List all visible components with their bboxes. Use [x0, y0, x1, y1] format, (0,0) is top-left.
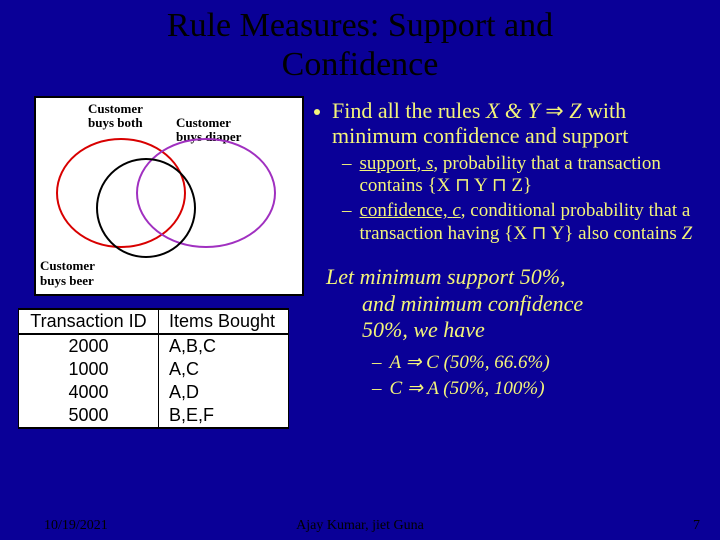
cell-items: B,E,F [159, 404, 289, 428]
table-row: 4000 A,D [19, 381, 289, 404]
cell-items: A,B,C [159, 334, 289, 358]
table-header-row: Transaction ID Items Bought [19, 309, 289, 334]
col-header-tid: Transaction ID [19, 309, 159, 334]
dash-icon: – [372, 376, 382, 402]
table-row: 1000 A,C [19, 358, 289, 381]
sub-bullet-text: confidence, c, conditional probability t… [360, 200, 711, 246]
sub-bullet-list: – support, s, probability that a transac… [342, 153, 710, 246]
footer-date: 10/19/2021 [44, 518, 108, 534]
result-text: C ⇒ A (50%, 100%) [390, 376, 545, 402]
op-icon: ⊓ [455, 175, 470, 196]
txt: Y [470, 175, 492, 196]
txt: Y} also contains [547, 223, 682, 244]
table-row: 2000 A,B,C [19, 334, 289, 358]
txt: Find all the rules [332, 98, 486, 123]
bullet-main: Find all the rules X & Y ⇒ Z with minimu… [312, 98, 710, 149]
sub-bullet-text: support, s, probability that a transacti… [360, 153, 711, 199]
txt-vars: X & Y [486, 98, 540, 123]
cell-tid: 4000 [19, 381, 159, 404]
venn-diagram: Customer buys both Customer buys diaper … [34, 96, 304, 296]
italic-line: 50%, we have [362, 317, 710, 344]
cell-tid: 2000 [19, 334, 159, 358]
dash-icon: – [372, 350, 382, 376]
italic-line: Let minimum support 50%, [326, 264, 710, 291]
venn-label-beer: Customer buys beer [40, 259, 95, 288]
sub-bullet-support: – support, s, probability that a transac… [342, 153, 710, 199]
cell-tid: 5000 [19, 404, 159, 428]
cell-items: A,C [159, 358, 289, 381]
dash-icon: – [342, 153, 352, 199]
footer-page: 7 [693, 518, 700, 534]
transaction-table: Transaction ID Items Bought 2000 A,B,C 1… [18, 308, 289, 429]
result-item: – A ⇒ C (50%, 66.6%) [372, 350, 710, 376]
result-item: – C ⇒ A (50%, 100%) [372, 376, 710, 402]
col-header-items: Items Bought [159, 309, 289, 334]
title-line-1: Rule Measures: Support and [167, 7, 553, 44]
slide-title: Rule Measures: Support and Confidence [0, 0, 720, 84]
result-list: – A ⇒ C (50%, 66.6%) – C ⇒ A (50%, 100%) [372, 350, 710, 401]
bullet-icon [314, 109, 320, 115]
italic-note: Let minimum support 50%, and minimum con… [326, 264, 710, 344]
left-column: Customer buys both Customer buys diaper … [34, 96, 324, 296]
arrow-icon: ⇒ [540, 98, 569, 123]
venn-label-both: Customer buys both [88, 102, 143, 131]
title-line-2: Confidence [282, 46, 439, 83]
txt: support, [360, 153, 427, 174]
sub-bullet-confidence: – confidence, c, conditional probability… [342, 200, 710, 246]
op-icon: ⊓ [492, 175, 507, 196]
transaction-table-wrap: Transaction ID Items Bought 2000 A,B,C 1… [18, 308, 308, 429]
dash-icon: – [342, 200, 352, 246]
txt: confidence, [360, 200, 453, 221]
txt-z: Z [569, 98, 581, 123]
cell-items: A,D [159, 381, 289, 404]
right-column: Find all the rules X & Y ⇒ Z with minimu… [312, 98, 710, 402]
italic-line: and minimum confidence [362, 291, 710, 318]
cell-tid: 1000 [19, 358, 159, 381]
venn-ellipse-both [96, 158, 196, 258]
bullet-main-text: Find all the rules X & Y ⇒ Z with minimu… [332, 98, 710, 149]
table-row: 5000 B,E,F [19, 404, 289, 428]
op-icon: ⊓ [532, 223, 547, 244]
txt: Z} [507, 175, 532, 196]
footer-author: Ajay Kumar, jiet Guna [296, 518, 424, 534]
txt: Z [682, 223, 693, 244]
result-text: A ⇒ C (50%, 66.6%) [390, 350, 550, 376]
txt: c [452, 200, 460, 221]
